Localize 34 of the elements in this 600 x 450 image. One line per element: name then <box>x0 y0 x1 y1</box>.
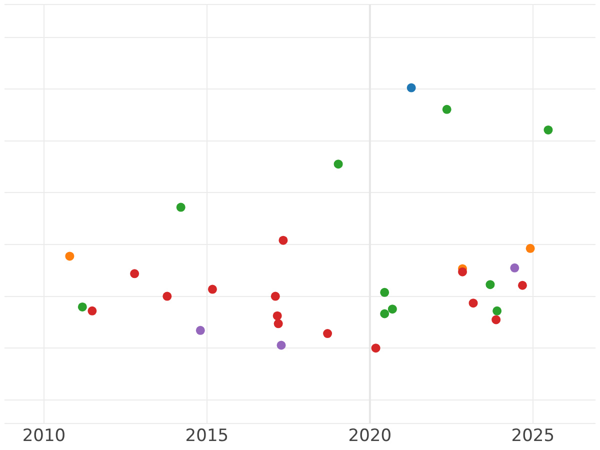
point <box>406 83 416 92</box>
point <box>380 288 390 297</box>
point <box>65 252 74 261</box>
point <box>371 344 380 353</box>
point <box>388 304 397 314</box>
point <box>380 309 390 318</box>
point <box>492 315 501 324</box>
point <box>334 160 343 169</box>
point <box>458 267 467 276</box>
point <box>278 236 288 245</box>
point <box>486 280 495 290</box>
x-tick-label: 2020 <box>348 426 392 446</box>
point <box>88 306 97 316</box>
point <box>208 284 217 294</box>
point <box>176 202 186 212</box>
point <box>510 263 520 272</box>
x-tick-label: 2010 <box>22 426 66 446</box>
point <box>272 311 282 320</box>
point <box>162 292 172 301</box>
point <box>276 340 286 350</box>
point <box>323 329 332 338</box>
point <box>518 280 527 290</box>
point <box>544 125 553 134</box>
point <box>274 319 283 328</box>
x-tick-label: 2025 <box>511 426 555 446</box>
x-tick-label: 2015 <box>185 426 229 446</box>
point <box>196 326 205 335</box>
point <box>468 298 478 308</box>
point <box>78 302 87 312</box>
point <box>130 269 140 278</box>
point <box>526 244 535 253</box>
point <box>492 306 502 316</box>
point <box>270 292 280 301</box>
point <box>442 104 452 114</box>
